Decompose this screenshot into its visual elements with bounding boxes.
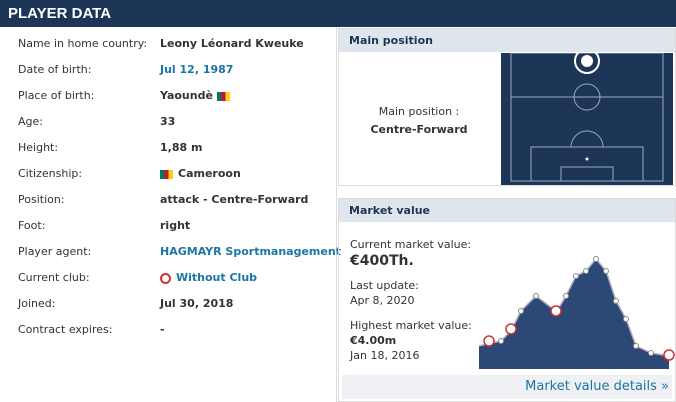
current-value: €400Th. [350,253,414,269]
value-text: HAGMAYR Sportmanagement [160,245,341,258]
row-value: right [160,219,190,232]
box-title: Main position [339,29,675,52]
highest-label: Highest market value: [350,319,472,332]
row-value[interactable]: Without Club [160,271,257,284]
position-value: Centre-Forward [370,123,468,136]
flag [160,169,173,179]
position-label: Main position : [378,105,460,118]
row-label: Joined: [18,297,56,310]
pitch [501,53,673,185]
row-label: Age: [18,115,43,128]
row-value: Leony Léonard Kweuke [160,37,304,50]
main-position-box: Main position Main position : Centre-For… [338,28,676,186]
row-value: Cameroon [160,167,241,180]
footer-bar [342,375,672,399]
row-label: Height: [18,141,59,154]
row-value: Yaoundè [160,89,230,102]
current-label: Current market value: [350,238,472,251]
value-text: Cameroon [178,167,241,180]
club-icon [160,272,171,284]
header-title: PLAYER DATA [0,0,676,27]
row-label: Date of birth: [18,63,92,76]
row-label: Foot: [18,219,46,232]
highest-value: €4.00m [350,334,397,347]
details-link[interactable]: Market value details » [525,379,669,394]
row-value: - [160,323,165,336]
row-value[interactable]: Jul 12, 1987 [160,63,233,76]
row-label: Current club: [18,271,90,284]
row-label: Player agent: [18,245,92,258]
value-text: right [160,219,191,232]
highest-date: Jan 18, 2016 [350,349,420,362]
value-text: Leony Léonard Kweuke [160,37,304,50]
value-text: attack - Centre-Forward [160,193,309,206]
sparkline [478,256,675,369]
row-value: Jul 30, 2018 [160,297,233,310]
row-label: Name in home country: [18,37,148,50]
value-text: Yaoundè [160,89,213,102]
value-text: Jul 12, 1987 [160,63,234,76]
row-value: 1,88 m [160,141,202,154]
value-text: - [160,323,165,336]
value-text: Jul 30, 2018 [160,297,234,310]
value-text: 1,88 m [160,141,203,154]
row-label: Position: [18,193,65,206]
player-panel: Name in home country: Leony Léonard Kweuk… [0,27,341,402]
box-title: Market value [339,199,675,222]
row-label: Citizenship: [18,167,83,180]
last-update-value: Apr 8, 2020 [350,294,415,307]
row-label: Place of birth: [18,89,95,102]
value-text: Without Club [176,271,258,284]
flag [216,91,230,101]
row-value: 33 [160,115,175,128]
last-update-label: Last update: [350,279,419,292]
market-value-box: Market value Current market value: €400T… [338,198,676,402]
value-text: 33 [160,115,176,128]
row-value: attack - Centre-Forward [160,193,308,206]
row-value[interactable]: HAGMAYR Sportmanagement [160,245,341,258]
row-label: Contract expires: [18,323,113,336]
